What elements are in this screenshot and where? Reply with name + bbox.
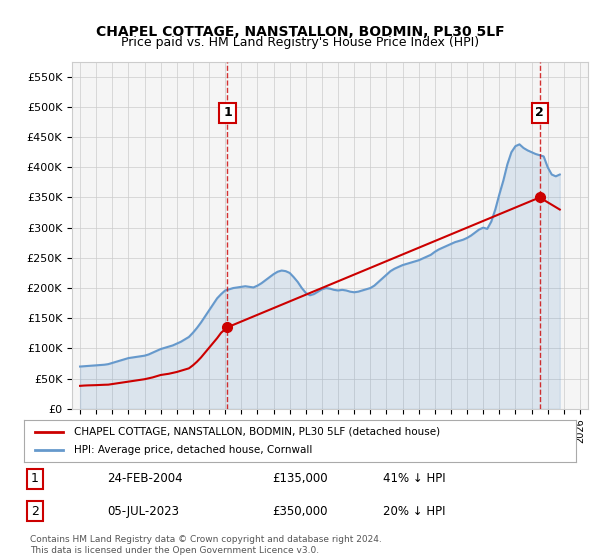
Text: 1: 1 bbox=[223, 106, 232, 119]
Text: 2: 2 bbox=[31, 505, 39, 517]
Text: £350,000: £350,000 bbox=[272, 505, 328, 517]
Text: HPI: Average price, detached house, Cornwall: HPI: Average price, detached house, Corn… bbox=[74, 445, 312, 455]
Text: 20% ↓ HPI: 20% ↓ HPI bbox=[383, 505, 445, 517]
Text: Contains HM Land Registry data © Crown copyright and database right 2024.: Contains HM Land Registry data © Crown c… bbox=[30, 535, 382, 544]
Text: 2: 2 bbox=[535, 106, 544, 119]
Text: Price paid vs. HM Land Registry's House Price Index (HPI): Price paid vs. HM Land Registry's House … bbox=[121, 36, 479, 49]
Text: CHAPEL COTTAGE, NANSTALLON, BODMIN, PL30 5LF (detached house): CHAPEL COTTAGE, NANSTALLON, BODMIN, PL30… bbox=[74, 427, 440, 437]
Text: £135,000: £135,000 bbox=[272, 473, 328, 486]
Text: 1: 1 bbox=[31, 473, 39, 486]
Text: 41% ↓ HPI: 41% ↓ HPI bbox=[383, 473, 445, 486]
Text: This data is licensed under the Open Government Licence v3.0.: This data is licensed under the Open Gov… bbox=[30, 546, 319, 555]
Text: 24-FEB-2004: 24-FEB-2004 bbox=[107, 473, 182, 486]
Text: CHAPEL COTTAGE, NANSTALLON, BODMIN, PL30 5LF: CHAPEL COTTAGE, NANSTALLON, BODMIN, PL30… bbox=[95, 25, 505, 39]
Text: 05-JUL-2023: 05-JUL-2023 bbox=[107, 505, 179, 517]
